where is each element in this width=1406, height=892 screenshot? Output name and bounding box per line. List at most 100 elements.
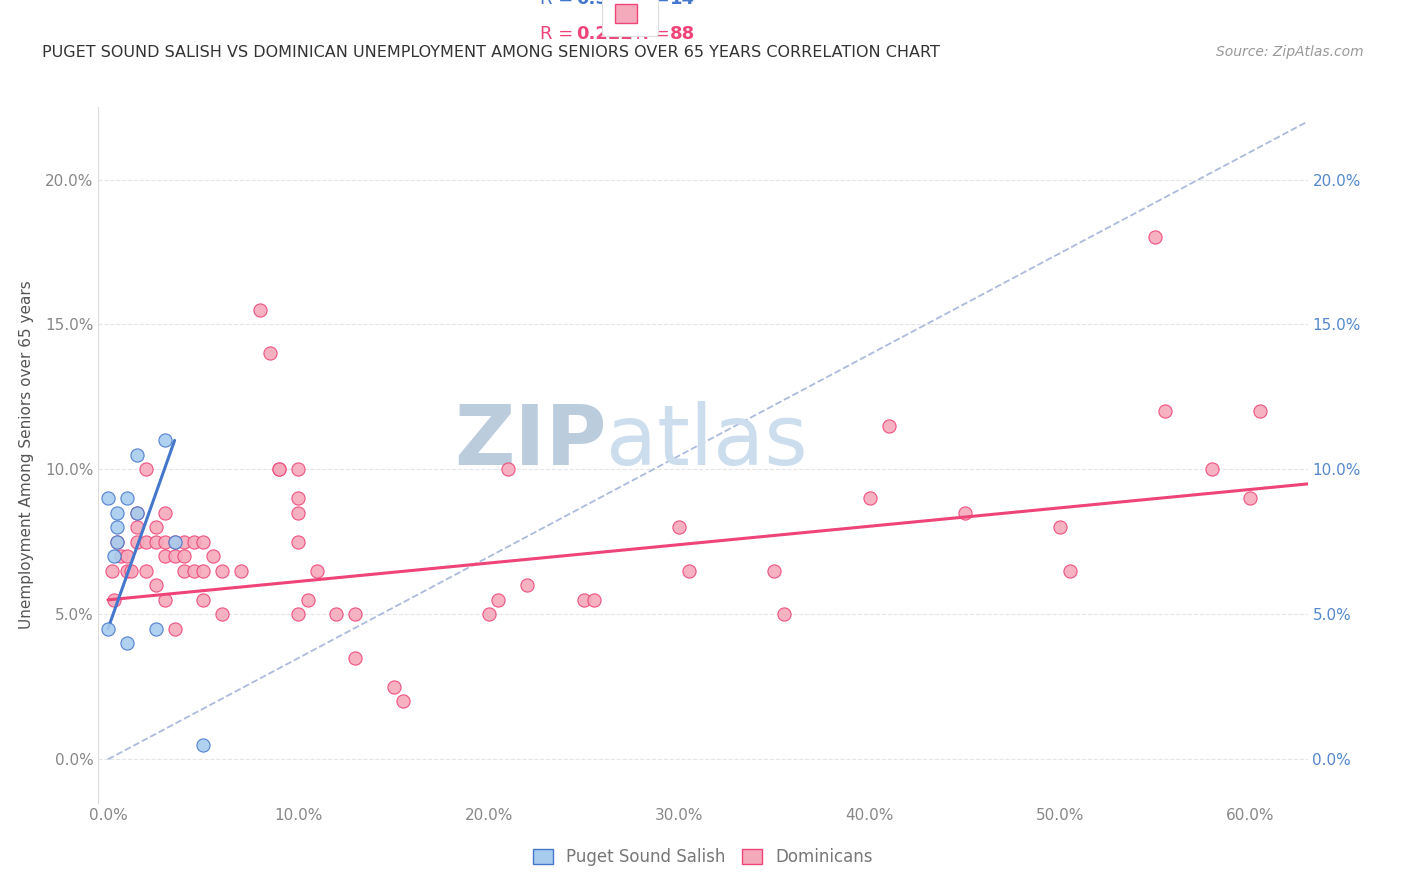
Point bbox=[211, 564, 233, 578]
Point bbox=[115, 549, 138, 564]
Point bbox=[103, 592, 125, 607]
Point bbox=[392, 694, 415, 708]
Point bbox=[110, 549, 132, 564]
Point bbox=[668, 520, 690, 534]
Point bbox=[97, 622, 120, 636]
Point bbox=[191, 738, 214, 752]
Point bbox=[496, 462, 519, 476]
Point bbox=[183, 564, 205, 578]
Text: 0.222: 0.222 bbox=[576, 25, 633, 43]
Text: 88: 88 bbox=[671, 25, 696, 43]
Point bbox=[173, 549, 195, 564]
Point bbox=[287, 506, 309, 520]
Point bbox=[191, 592, 214, 607]
Point bbox=[287, 462, 309, 476]
Point bbox=[211, 607, 233, 622]
Point bbox=[859, 491, 882, 506]
Point bbox=[173, 534, 195, 549]
Point bbox=[153, 434, 176, 448]
Point bbox=[120, 564, 142, 578]
Point bbox=[953, 506, 976, 520]
Point bbox=[1201, 462, 1223, 476]
Legend: Puget Sound Salish, Dominicans: Puget Sound Salish, Dominicans bbox=[524, 840, 882, 875]
Point bbox=[107, 534, 129, 549]
Point bbox=[100, 564, 122, 578]
Point bbox=[145, 622, 167, 636]
Point bbox=[153, 506, 176, 520]
Point bbox=[135, 564, 157, 578]
Point bbox=[1249, 404, 1271, 418]
Point bbox=[125, 448, 148, 462]
Text: atlas: atlas bbox=[606, 401, 808, 482]
Point bbox=[344, 651, 367, 665]
Point bbox=[145, 578, 167, 592]
Point bbox=[191, 534, 214, 549]
Point bbox=[163, 534, 186, 549]
Point bbox=[107, 506, 129, 520]
Point bbox=[325, 607, 347, 622]
Point bbox=[572, 592, 595, 607]
Point bbox=[125, 506, 148, 520]
Point bbox=[153, 534, 176, 549]
Point bbox=[486, 592, 509, 607]
Point bbox=[516, 578, 538, 592]
Point bbox=[582, 592, 605, 607]
Text: N =: N = bbox=[624, 0, 676, 8]
Point bbox=[107, 534, 129, 549]
Point bbox=[678, 564, 700, 578]
Point bbox=[307, 564, 329, 578]
Text: 0.573: 0.573 bbox=[576, 0, 633, 8]
Text: Source: ZipAtlas.com: Source: ZipAtlas.com bbox=[1216, 45, 1364, 59]
Point bbox=[173, 564, 195, 578]
Point bbox=[259, 346, 281, 360]
Point bbox=[125, 520, 148, 534]
Point bbox=[297, 592, 319, 607]
Point bbox=[1144, 230, 1167, 244]
Text: ZIP: ZIP bbox=[454, 401, 606, 482]
Point bbox=[145, 520, 167, 534]
Legend: , : , bbox=[602, 0, 658, 36]
Point bbox=[877, 418, 900, 433]
Point bbox=[153, 592, 176, 607]
Point bbox=[1049, 520, 1071, 534]
Point bbox=[103, 549, 125, 564]
Point bbox=[97, 491, 120, 506]
Point bbox=[269, 462, 291, 476]
Point bbox=[382, 680, 405, 694]
Point bbox=[163, 549, 186, 564]
Point bbox=[344, 607, 367, 622]
Point bbox=[249, 303, 271, 318]
Point bbox=[153, 549, 176, 564]
Text: R =: R = bbox=[540, 0, 579, 8]
Point bbox=[115, 491, 138, 506]
Point bbox=[287, 534, 309, 549]
Point bbox=[287, 491, 309, 506]
Point bbox=[107, 520, 129, 534]
Point bbox=[1153, 404, 1175, 418]
Point bbox=[191, 564, 214, 578]
Y-axis label: Unemployment Among Seniors over 65 years: Unemployment Among Seniors over 65 years bbox=[20, 281, 34, 629]
Point bbox=[125, 534, 148, 549]
Point bbox=[163, 622, 186, 636]
Point bbox=[1239, 491, 1261, 506]
Point bbox=[478, 607, 501, 622]
Point bbox=[145, 534, 167, 549]
Text: N =: N = bbox=[624, 25, 676, 43]
Text: PUGET SOUND SALISH VS DOMINICAN UNEMPLOYMENT AMONG SENIORS OVER 65 YEARS CORRELA: PUGET SOUND SALISH VS DOMINICAN UNEMPLOY… bbox=[42, 45, 941, 60]
Point bbox=[231, 564, 253, 578]
Point bbox=[201, 549, 224, 564]
Point bbox=[1059, 564, 1081, 578]
Point bbox=[115, 636, 138, 650]
Point bbox=[135, 462, 157, 476]
Point bbox=[183, 534, 205, 549]
Point bbox=[287, 607, 309, 622]
Point bbox=[269, 462, 291, 476]
Point bbox=[773, 607, 796, 622]
Text: 14: 14 bbox=[671, 0, 696, 8]
Text: R =: R = bbox=[540, 25, 579, 43]
Point bbox=[115, 564, 138, 578]
Point bbox=[135, 534, 157, 549]
Point bbox=[163, 534, 186, 549]
Point bbox=[125, 506, 148, 520]
Point bbox=[763, 564, 786, 578]
